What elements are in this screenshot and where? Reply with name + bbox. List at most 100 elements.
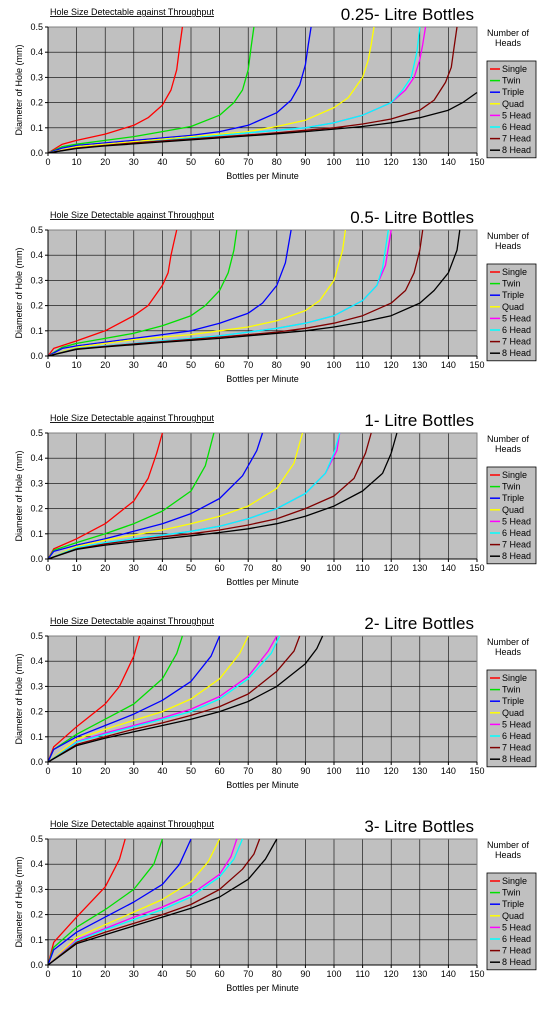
y-tick-label: 0.0: [30, 148, 43, 158]
x-tick-label: 90: [300, 563, 310, 573]
series-line-8-head: [47, 432, 398, 560]
series-line-single: [47, 229, 178, 357]
series-line-8-head: [47, 838, 278, 966]
x-tick-label: 80: [272, 157, 282, 167]
x-tick-label: 70: [243, 157, 253, 167]
legend-box: [486, 466, 537, 565]
y-tick-label: 0.4: [30, 859, 43, 869]
x-tick-label: 20: [100, 360, 110, 370]
x-tick-label: 140: [441, 766, 456, 776]
y-tick-label: 0.1: [30, 529, 43, 539]
legend-label: Triple: [502, 696, 524, 706]
x-tick-label: 130: [412, 563, 427, 573]
x-tick-label: 110: [355, 157, 369, 167]
legend-label: 5 Head: [502, 516, 531, 526]
x-tick-label: 20: [100, 766, 110, 776]
x-tick-label: 130: [412, 157, 427, 167]
x-tick-label: 50: [186, 563, 196, 573]
legend-label: 5 Head: [502, 922, 531, 932]
legend-label: 7 Head: [502, 540, 531, 550]
y-tick-label: 0.2: [30, 910, 43, 920]
x-axis-title: Bottles per Minute: [226, 577, 299, 587]
x-tick-label: 150: [469, 563, 484, 573]
x-tick-label: 150: [469, 969, 484, 979]
x-axis-title: Bottles per Minute: [226, 983, 299, 993]
series-group: [47, 635, 324, 763]
x-tick-label: 40: [157, 360, 167, 370]
x-tick-label: 50: [186, 157, 196, 167]
series-line-twin: [47, 838, 164, 966]
legend-box: [486, 872, 537, 971]
legend-label: Twin: [502, 888, 521, 898]
chart-panel: 0 10 20 30 40 50 60 70 80 90 100 110 120 130 140 150 0.0…: [0, 406, 537, 606]
legend-label: 5 Head: [502, 110, 531, 120]
x-tick-label: 70: [243, 563, 253, 573]
series-line-7-head: [47, 838, 261, 966]
y-tick-label: 0.1: [30, 935, 43, 945]
x-tick-label: 140: [441, 563, 456, 573]
chart-title: 2- Litre Bottles: [364, 614, 474, 633]
x-tick-label: 10: [72, 766, 82, 776]
chart-title: 1- Litre Bottles: [364, 411, 474, 430]
x-tick-label: 150: [469, 157, 484, 167]
plot-area: [48, 636, 477, 762]
series-line-single: [47, 635, 141, 763]
legend-label: Single: [502, 267, 527, 277]
legend-label: Twin: [502, 279, 521, 289]
x-tick-label: 120: [384, 766, 399, 776]
x-tick-label: 40: [157, 766, 167, 776]
series-line-8-head: [47, 635, 324, 763]
chart-panel: 0 10 20 30 40 50 60 70 80 90 100 110 120 130 140 150 0.0…: [0, 0, 537, 200]
legend-label: Quad: [502, 911, 524, 921]
y-tick-label: 0.3: [30, 478, 43, 488]
legend-label: 5 Head: [502, 719, 531, 729]
x-tick-label: 70: [243, 969, 253, 979]
y-tick-label: 0.2: [30, 301, 43, 311]
y-tick-label: 0.0: [30, 554, 43, 564]
x-tick-label: 110: [355, 360, 369, 370]
series-line-quad: [47, 838, 221, 966]
plot-area: [48, 433, 477, 559]
series-line-twin: [47, 229, 238, 357]
x-tick-label: 80: [272, 766, 282, 776]
legend-label: Single: [502, 470, 527, 480]
legend-label: Twin: [502, 76, 521, 86]
series-line-triple: [47, 26, 312, 154]
legend-box: [486, 60, 537, 159]
series-group: [47, 229, 461, 357]
series-line-6-head: [47, 838, 244, 966]
x-tick-label: 30: [129, 563, 139, 573]
x-tick-label: 10: [72, 563, 82, 573]
series-line-triple: [47, 432, 264, 560]
y-tick-label: 0.3: [30, 884, 43, 894]
series-line-quad: [47, 229, 347, 357]
chart-header: Hole Size Detectable against Throughput: [50, 7, 214, 17]
x-tick-label: 130: [412, 766, 427, 776]
x-tick-label: 10: [72, 969, 82, 979]
gridlines: [48, 839, 477, 965]
legend-label: 6 Head: [502, 528, 531, 538]
x-tick-label: 60: [215, 969, 225, 979]
legend-title: Number of Heads: [487, 637, 530, 657]
x-tick-label: 30: [129, 766, 139, 776]
x-tick-label: 20: [100, 157, 110, 167]
y-tick-label: 0.5: [30, 22, 43, 32]
legend-box: [486, 263, 537, 362]
x-tick-label: 40: [157, 563, 167, 573]
y-axis-title: Diameter of Hole (mm): [14, 653, 24, 744]
y-tick-label: 0.1: [30, 326, 43, 336]
x-tick-label: 120: [384, 563, 399, 573]
x-tick-label: 90: [300, 157, 310, 167]
gridlines: [48, 27, 477, 153]
chart-title: 3- Litre Bottles: [364, 817, 474, 836]
series-group: [47, 838, 278, 966]
legend-label: 5 Head: [502, 313, 531, 323]
x-tick-label: 150: [469, 360, 484, 370]
y-tick-label: 0.4: [30, 656, 43, 666]
x-tick-label: 60: [215, 563, 225, 573]
x-tick-label: 60: [215, 157, 225, 167]
y-tick-label: 0.5: [30, 225, 43, 235]
legend-label: Triple: [502, 493, 524, 503]
series-line-quad: [47, 432, 304, 560]
series-group: [47, 26, 478, 154]
